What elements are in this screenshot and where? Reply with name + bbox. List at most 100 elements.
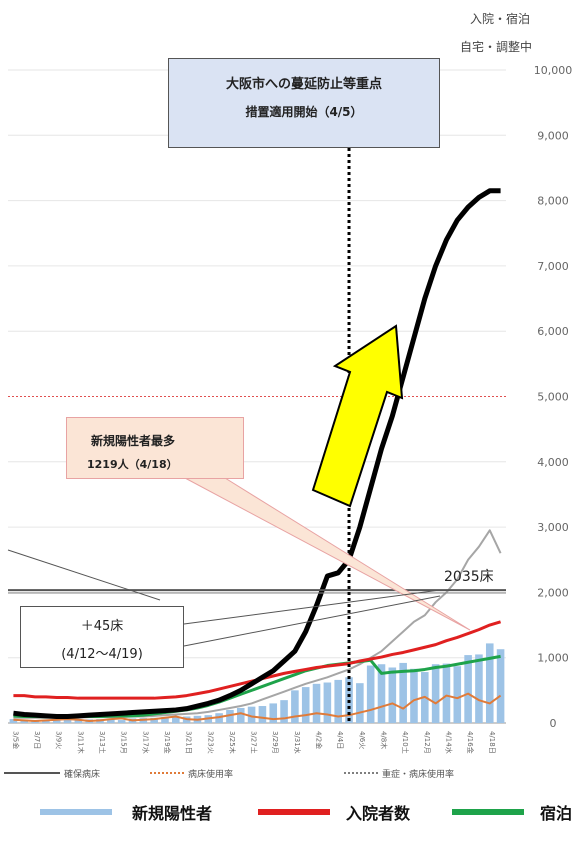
callout-max-new-line2: 1219人（4/18） (87, 458, 178, 471)
x-tick-label: 4/14水 (444, 731, 453, 754)
x-tick-label: 4/2金 (315, 731, 324, 749)
y-tick-label: 6,000 (537, 325, 569, 338)
bar-new-positive (42, 720, 50, 723)
x-tick-label: 4/6火 (358, 731, 366, 749)
bar-new-positive (453, 666, 462, 723)
x-tick-label: 3/5金 (11, 731, 20, 749)
x-tick-label: 4/16金 (466, 731, 475, 754)
trend-up-arrow (311, 324, 404, 508)
bar-new-positive (74, 719, 83, 723)
x-tick-label: 3/13土 (98, 731, 107, 754)
bar-new-positive (236, 707, 245, 723)
bar-new-positive (161, 717, 169, 723)
bar-new-positive (150, 717, 158, 723)
legend-swatch-hospitalized (258, 809, 330, 815)
bar-new-positive (312, 683, 321, 723)
bar-new-positive (107, 718, 115, 723)
legend-label-hotel: 宿泊 (540, 804, 573, 823)
bar-new-positive (431, 664, 440, 723)
mini-legend-line-beds (4, 772, 60, 774)
callout-beds-line1: ＋45床 (80, 619, 124, 634)
legend-label-hospitalized: 入院者数 (346, 804, 411, 823)
bar-new-positive (117, 720, 126, 723)
x-axis-ticks: 3/5金 3/7日 3/9火 3/11木 3/13土 3/15月 3/17水 3/19金 3/2… (11, 731, 495, 754)
bar-new-positive (356, 683, 364, 723)
x-tick-label: 3/21日 (185, 731, 193, 754)
bar-new-positive (269, 703, 278, 723)
bar-new-positive (485, 643, 494, 723)
beds-total-label: 2035床 (444, 569, 494, 585)
y-tick-label: 9,000 (537, 129, 569, 142)
line-severe-orange (13, 692, 502, 723)
x-tick-label: 3/27土 (250, 731, 259, 754)
callout-white-pointer-1 (183, 589, 441, 625)
callout-beds-line2: (4/12〜4/19) (61, 647, 143, 662)
bar-new-positive (280, 700, 288, 723)
y-axis-ticks: 0 1,000 2,000 3,000 4,000 5,000 6,000 7,000 8,00… (534, 64, 573, 730)
bar-new-positive (410, 668, 418, 723)
mini-legend-line-usage (150, 772, 184, 774)
legend-swatch-new-positive (40, 809, 112, 815)
series-lines (13, 188, 502, 723)
bar-new-positive (323, 682, 332, 723)
y-tick-label: 0 (550, 717, 557, 730)
mini-legend-line-severe (344, 772, 378, 774)
mini-legend-bed-usage: 病床使用率 (188, 770, 234, 780)
x-tick-label: 3/7日 (33, 731, 41, 749)
mini-legend-severe-bed-usage: 重症・病床使用率 (382, 770, 455, 780)
y-tick-label: 2,000 (537, 586, 569, 599)
bar-new-positive (301, 687, 310, 723)
callout-max-new-positive: 新規陽性者最多 1219人（4/18） (66, 417, 244, 479)
bar-new-positive (475, 654, 483, 723)
x-tick-label: 3/17水 (141, 731, 150, 754)
y-tick-label: 4,000 (537, 456, 569, 469)
bar-new-positive (496, 649, 505, 723)
y-tick-label: 1,000 (537, 652, 569, 665)
x-tick-label: 3/15月 (120, 731, 128, 754)
annotation-marks (7, 148, 506, 723)
mini-legend: 確保病床 病床使用率 重症・病床使用率 (0, 764, 587, 782)
x-tick-label: 3/31水 (293, 731, 302, 754)
callout-red-pointer (184, 477, 471, 631)
old-beds-pointer (7, 549, 161, 601)
callout-beds-increase: ＋45床 (4/12〜4/19) (20, 606, 184, 668)
x-tick-label: 3/9火 (55, 731, 63, 749)
callout-white-pointer-2 (183, 595, 441, 647)
x-tick-label: 3/19金 (163, 731, 172, 754)
bar-new-positive (399, 662, 407, 723)
x-tick-label: 4/10土 (401, 731, 410, 754)
bar-new-positive (464, 655, 472, 723)
y-tick-label: 3,000 (537, 521, 569, 534)
label-home-adjusting: 自宅・調整中 (460, 40, 533, 54)
bar-new-positive (172, 716, 180, 723)
x-tick-label: 3/23火 (206, 731, 214, 754)
bar-new-positive (9, 719, 18, 723)
bar-new-positive (366, 665, 375, 723)
callout-emergency-line1: 大阪市への蔓延防止等重点 (225, 77, 382, 92)
y-tick-label: 5,000 (537, 391, 569, 404)
bar-new-positive (258, 706, 267, 723)
x-tick-label: 3/29月 (271, 731, 279, 754)
legend-label-new-positive: 新規陽性者 (132, 804, 213, 823)
x-tick-label: 3/11木 (76, 731, 85, 754)
bar-new-positive (247, 706, 256, 723)
mini-legend-secured-beds: 確保病床 (64, 770, 101, 780)
legend-swatch-hotel (452, 809, 524, 815)
x-tick-label: 3/25木 (228, 731, 237, 754)
bar-new-positive (334, 679, 342, 723)
bar-new-positive (63, 719, 72, 723)
bar-new-positive (442, 663, 451, 723)
x-tick-label: 4/4日 (336, 731, 344, 749)
y-tick-label: 10,000 (534, 64, 573, 77)
x-tick-label: 4/18日 (488, 731, 496, 754)
bar-new-positive (291, 690, 299, 723)
bar-new-positive (52, 719, 61, 723)
callout-emergency-line2: 措置適用開始（4/5） (245, 105, 363, 119)
x-tick-label: 4/12月 (423, 731, 431, 754)
line-home-adjusting (13, 188, 501, 719)
x-tick-label: 4/8木 (380, 731, 389, 749)
y-tick-label: 7,000 (537, 260, 569, 273)
bar-new-positive (226, 709, 234, 723)
callout-emergency-measures: 大阪市への蔓延防止等重点 措置適用開始（4/5） (168, 58, 440, 148)
